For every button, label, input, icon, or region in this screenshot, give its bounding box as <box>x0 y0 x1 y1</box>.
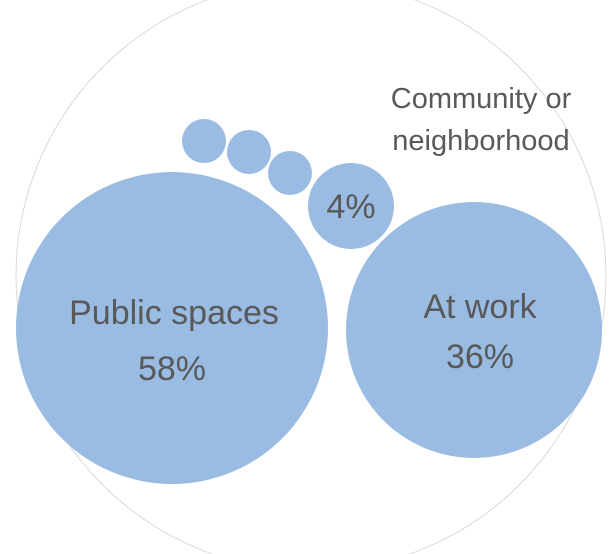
at-work-category-label: At work <box>423 288 537 326</box>
bubble-community <box>308 163 394 249</box>
outer-boundary-circle <box>15 0 607 554</box>
bubble-small-1 <box>182 119 226 163</box>
bubble-small-2 <box>227 130 271 174</box>
bubble-public-spaces <box>16 172 328 484</box>
bubble-at-work <box>346 202 602 458</box>
community-category-label-line-2: neighborhood <box>392 125 569 157</box>
community-value-label: 4% <box>326 188 375 226</box>
community-category-label-line-1: Community or <box>391 83 572 115</box>
at-work-value-label: 36% <box>446 338 514 376</box>
public-spaces-category-label: Public spaces <box>69 294 279 332</box>
public-spaces-value-label: 58% <box>138 350 206 388</box>
bubble-small-3 <box>268 151 312 195</box>
